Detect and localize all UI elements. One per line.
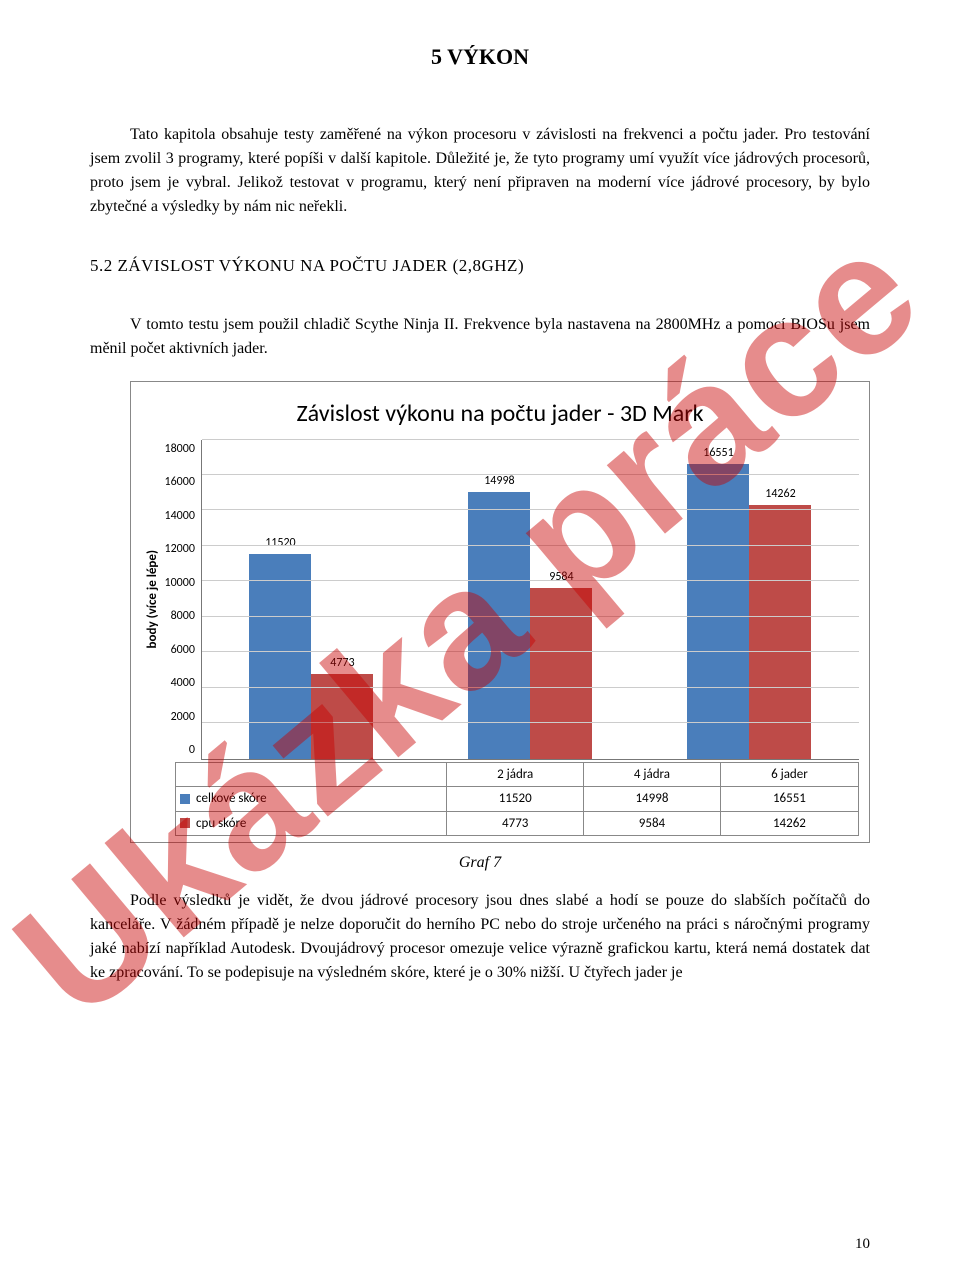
bar-value-label: 4773 bbox=[311, 654, 373, 672]
gridline bbox=[202, 687, 859, 688]
ytick-label: 0 bbox=[165, 741, 195, 759]
bar-value-label: 9584 bbox=[530, 568, 592, 586]
ytick-label: 6000 bbox=[165, 641, 195, 659]
bar-value-label: 16551 bbox=[687, 444, 749, 462]
gridline bbox=[202, 545, 859, 546]
chart-area: body (více je lépe) 18000 16000 14000 12000… bbox=[141, 440, 859, 760]
gridline bbox=[202, 474, 859, 475]
bar: 16551 bbox=[687, 464, 749, 758]
ytick-label: 10000 bbox=[165, 574, 195, 592]
table-header-cell: 2 jádra bbox=[447, 762, 584, 787]
ytick-label: 2000 bbox=[165, 708, 195, 726]
bar-value-label: 11520 bbox=[249, 534, 311, 552]
bar: 14262 bbox=[749, 505, 811, 759]
chapter-heading: 5 VÝKON bbox=[90, 40, 870, 73]
table-cell: 11520 bbox=[447, 787, 584, 812]
bar-group: 1655114262 bbox=[687, 464, 811, 758]
chart-container: Závislost výkonu na počtu jader - 3D Mar… bbox=[130, 381, 870, 844]
gridline bbox=[202, 580, 859, 581]
table-cell: 9584 bbox=[584, 811, 721, 836]
section-heading: 5.2 ZÁVISLOST VÝKONU NA POČTU JADER (2,8… bbox=[90, 253, 870, 279]
chart-caption: Graf 7 bbox=[90, 851, 870, 875]
chart-title: Závislost výkonu na počtu jader - 3D Mar… bbox=[141, 396, 859, 432]
table-header-cell: 4 jádra bbox=[584, 762, 721, 787]
gridline bbox=[202, 509, 859, 510]
gridline bbox=[202, 439, 859, 440]
ytick-label: 4000 bbox=[165, 674, 195, 692]
ytick-label: 12000 bbox=[165, 540, 195, 558]
bar-value-label: 14262 bbox=[749, 485, 811, 503]
legend-swatch bbox=[180, 818, 190, 828]
gridline bbox=[202, 616, 859, 617]
table-cell: 14262 bbox=[720, 811, 858, 836]
bar: 14998 bbox=[468, 492, 530, 759]
ytick-label: 18000 bbox=[165, 440, 195, 458]
table-rowhead: celkové skóre bbox=[176, 787, 447, 812]
table-rowhead: cpu skóre bbox=[176, 811, 447, 836]
chart-plot: 1152047731499895841655114262 bbox=[201, 440, 859, 760]
legend-swatch bbox=[180, 794, 190, 804]
table-cell: 4773 bbox=[447, 811, 584, 836]
chart-yaxis: 18000 16000 14000 12000 10000 8000 6000 4000 200… bbox=[165, 440, 201, 760]
ytick-label: 8000 bbox=[165, 607, 195, 625]
paragraph-intro: Tato kapitola obsahuje testy zaměřené na… bbox=[90, 123, 870, 219]
ytick-label: 14000 bbox=[165, 507, 195, 525]
gridline bbox=[202, 722, 859, 723]
bar: 11520 bbox=[249, 554, 311, 759]
paragraph-test-desc: V tomto testu jsem použil chladič Scythe… bbox=[90, 313, 870, 361]
bar-group: 115204773 bbox=[249, 554, 373, 759]
bar: 9584 bbox=[530, 588, 592, 758]
table-header-cell: 6 jader bbox=[720, 762, 858, 787]
table-cell: 14998 bbox=[584, 787, 721, 812]
paragraph-results: Podle výsledků je vidět, že dvou jádrové… bbox=[90, 889, 870, 985]
chart-bars: 1152047731499895841655114262 bbox=[202, 440, 859, 759]
table-cell: 16551 bbox=[720, 787, 858, 812]
chart-ylabel: body (více je lépe) bbox=[141, 550, 165, 648]
gridline bbox=[202, 651, 859, 652]
page-number: 10 bbox=[855, 1233, 870, 1256]
chart-data-table: 2 jádra4 jádra6 jadercelkové skóre115201… bbox=[175, 762, 859, 837]
bar-group: 149989584 bbox=[468, 492, 592, 759]
ytick-label: 16000 bbox=[165, 473, 195, 491]
table-cell bbox=[176, 762, 447, 787]
